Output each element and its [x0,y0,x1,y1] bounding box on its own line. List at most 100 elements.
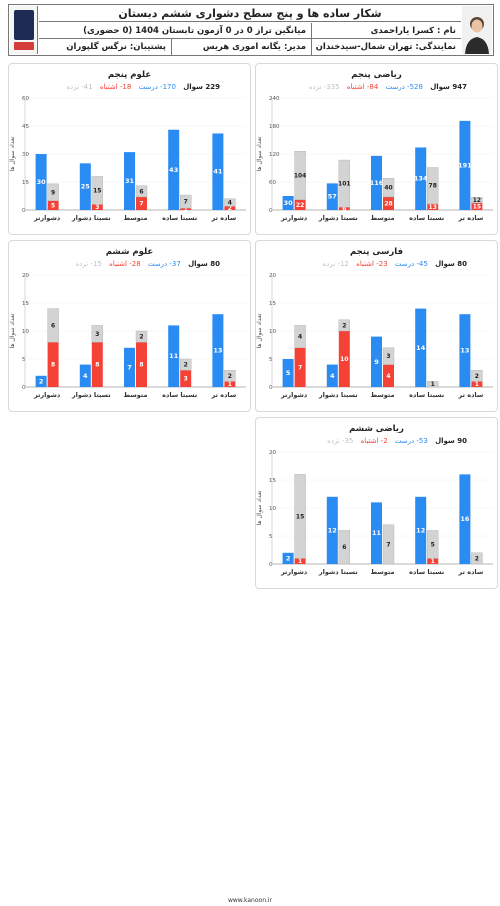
chart-legend: 80 سوال 45- درست 23- اشتباه 12- نزده [260,260,467,268]
bar-wrong [471,381,483,387]
x-tick-label: دشوارتر [280,214,308,222]
y-axis-label: تعداد سوال ها [256,136,263,171]
x-tick-label: دشوارتر [280,568,308,576]
x-tick-label: نسبتا ساده [409,568,444,576]
data-label-wrong: 8 [139,362,143,369]
bar-wrong [180,370,192,387]
bar-correct [124,152,135,210]
data-label-wrong: 13 [429,204,437,211]
x-tick-label: نسبتا دشوار [318,214,358,222]
y-tick-label: 15 [22,301,29,307]
y-axis-label: تعداد سوال ها [9,136,16,171]
data-label-correct: 2 [39,377,44,385]
chart-title: علوم پنجم [107,70,152,80]
data-label-correct: 30 [37,178,47,186]
bar-wrong [224,206,236,210]
report-title: شکار ساده ها و پنج سطح دشواری ششم دبستان [39,6,461,22]
bar-wrong [471,203,483,210]
data-label-wrong: 7 [139,200,143,207]
chart-legend: 947 سوال 528- درست 84- اشتباه 335- نزده [260,83,467,91]
data-label-wrong: 2 [228,205,232,212]
bar-blank [179,194,192,209]
bar-blank [471,552,483,565]
bar-blank [179,358,192,371]
y-tick-label: 45 [22,124,29,130]
data-label-blank: 5 [431,541,435,548]
y-tick-label: 120 [269,152,280,158]
y-axis-label: تعداد سوال ها [9,313,16,348]
agency: نمایندگی: تهران شمال-سیدخندان [311,39,461,55]
bar-wrong [338,331,350,387]
data-label-blank: 7 [386,541,390,548]
y-tick-label: 0 [22,208,26,214]
bar-blank [426,167,439,205]
data-label-correct: 5 [286,369,291,377]
data-label-correct: 12 [416,526,425,534]
data-label-blank: 2 [475,373,479,380]
y-tick-label: 0 [269,208,273,214]
legend-wrong: 18- اشتباه [99,83,132,91]
data-label-correct: 7 [127,363,132,371]
data-label-blank: 4 [298,334,302,341]
bar-wrong [294,199,306,210]
data-label-wrong: 8 [51,362,55,369]
data-label-blank: 6 [342,544,346,551]
data-label-correct: 13 [460,347,469,355]
data-label-correct: 11 [372,529,382,537]
bar-wrong [91,342,103,387]
x-tick-label: ساده تر [211,391,237,399]
data-label-blank: 15 [93,187,101,194]
bar-blank [294,474,306,559]
data-label-wrong: 1 [184,206,188,213]
chart-panel-math-6: ریاضی ششم 90 سوال 53- درست 2- اشتباه 35-… [255,417,498,589]
data-label-correct: 4 [330,372,335,380]
y-tick-label: 5 [269,357,273,363]
y-tick-label: 10 [269,506,276,512]
bar-correct [212,314,224,387]
bar-correct [415,496,427,564]
bar-blank [47,183,59,201]
data-label-blank: 2 [228,373,232,380]
data-label-correct: 41 [213,168,223,176]
data-label-blank: 9 [51,189,55,196]
kanoon-logo [10,6,38,54]
data-label-wrong: 22 [296,202,304,209]
legend-total: 229 سوال [183,83,220,91]
y-tick-label: 10 [269,329,276,335]
bar-wrong [338,207,350,210]
supporter: پشتیبان: نرگس گلپوران [66,42,166,52]
x-tick-label: متوسط [123,214,147,222]
data-label-blank: 2 [475,555,479,562]
legend-total: 90 سوال [435,437,467,445]
bar-wrong [224,381,236,387]
data-label-blank: 4 [228,200,232,207]
data-label-correct: 191 [458,161,472,169]
bar-correct [459,120,471,210]
bar-wrong [91,204,103,210]
legend-correct: 170- درست [138,83,176,91]
data-label-blank: 101 [338,181,351,188]
x-tick-label: نسبتا ساده [162,214,197,222]
y-tick-label: 5 [269,534,273,540]
chart-title: فارسی پنجم [349,247,404,257]
data-label-blank: 6 [51,322,55,329]
legend-blank: 12- نزده [322,260,349,268]
x-tick-label: نسبتا ساده [409,391,444,399]
data-label-correct: 16 [460,515,470,523]
bar-blank [426,530,439,559]
data-label-blank: 3 [95,331,99,338]
bar-blank [224,369,236,382]
chart-title: ریاضی ششم [349,424,404,434]
data-label-correct: 11 [169,352,179,360]
bar-blank [294,325,306,349]
data-label-wrong: 1 [298,558,302,565]
legend-blank: 35- نزده [327,437,354,445]
legend-total: 80 سوال [435,260,467,268]
data-label-correct: 9 [374,358,379,366]
data-label-wrong: 28 [384,200,392,207]
data-label-correct: 31 [125,177,135,185]
footer-site: www.kanoon.ir [227,897,273,904]
data-label-blank: 6 [139,188,143,195]
